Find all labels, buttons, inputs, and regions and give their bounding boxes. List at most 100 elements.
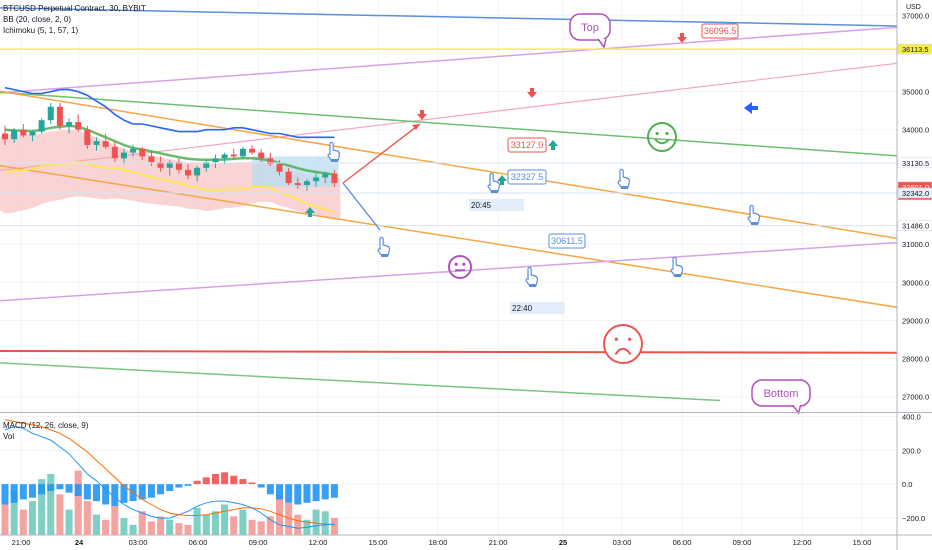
callout-text: 32327.5 (511, 172, 544, 182)
hand-shape (747, 204, 761, 224)
trend-line (0, 58, 932, 172)
candle-body (102, 141, 109, 147)
time-tick-label: 24 (75, 538, 84, 547)
candle-body (203, 162, 210, 168)
volume-bar (266, 516, 274, 535)
candle-body (212, 158, 219, 163)
candle-body (331, 173, 338, 184)
trend-line (0, 362, 721, 402)
bubble-shape (569, 13, 611, 41)
macd-histogram-bar (38, 484, 46, 495)
projection-line (342, 123, 421, 184)
volume-bar (239, 509, 247, 535)
price-callout: 32327.5 (507, 169, 547, 185)
candle-body (120, 152, 127, 159)
candle-body (276, 164, 283, 172)
hand-cuff (381, 254, 388, 257)
price-axis-bg (897, 0, 932, 550)
macd-histogram-bar (321, 484, 329, 500)
price-tick-label: 28000.0 (902, 355, 929, 364)
candle-body (20, 129, 27, 136)
macd-histogram-bar (166, 484, 174, 491)
macd-histogram-bar (47, 484, 55, 491)
price-tick-label: 34000.0 (902, 126, 929, 135)
macd-histogram-bar (184, 484, 192, 486)
macd-histogram-bar (83, 484, 91, 500)
price-badge-label: 32342.0 (902, 189, 929, 198)
macd-histogram-bar (193, 480, 201, 485)
macd-histogram-bar (138, 484, 146, 500)
hand-shape (525, 266, 539, 286)
hand-cuff (621, 186, 628, 189)
price-badge-box (897, 220, 932, 231)
volume-bar (19, 509, 27, 535)
macd-histogram-bar (294, 484, 302, 505)
time-tick-label: 15:00 (369, 538, 388, 547)
volume-bar (193, 507, 201, 535)
volume-bar (56, 494, 64, 535)
time-tick-label: 18:00 (429, 538, 448, 547)
pointing-hand-icon (670, 256, 684, 277)
macd-histogram-bar (266, 484, 274, 495)
candle-body (47, 106, 54, 121)
macd-histogram-bar (257, 484, 265, 488)
callout-text: 30611.5 (551, 236, 583, 246)
time-tick-label: 03:00 (613, 538, 632, 547)
price-badge-label: 31486.0 (902, 222, 929, 231)
volume-bar (294, 514, 302, 535)
trend-line (0, 164, 932, 314)
volume-bar (202, 514, 210, 535)
candle-body (294, 183, 301, 186)
time-tick-label: 03:00 (129, 538, 148, 547)
macd-histogram-bar (10, 484, 18, 503)
legend-bb: BB (20, close, 2, 0) (3, 15, 72, 24)
volume-bar (47, 474, 55, 535)
up-arrow-icon (497, 175, 507, 185)
hand-cuff (674, 274, 681, 277)
time-label-text: 22:40 (512, 304, 533, 313)
candle-body (29, 131, 36, 136)
macd-histogram-bar (202, 477, 210, 485)
speech-bubble: Bottom (751, 379, 811, 415)
candle-body (93, 141, 100, 145)
callout-text: 36096.5 (704, 26, 737, 36)
macd-histogram-bar (1, 484, 9, 505)
time-range-label: 22:40 (510, 302, 565, 314)
speech-bubble: Top (569, 13, 611, 49)
bb-upper-line (4, 86, 335, 139)
time-tick-label: 09:00 (733, 538, 752, 547)
callout-box (548, 233, 586, 249)
volume-bar (330, 518, 338, 535)
hand-shape (327, 141, 341, 161)
macd-line (4, 426, 335, 529)
volume-bar (93, 514, 100, 535)
face-mouth (654, 138, 670, 145)
price-badge-box (897, 43, 932, 55)
hand-shape (377, 236, 391, 256)
legend-ichimoku: Ichimoku (5, 1, 57, 1) (3, 26, 79, 35)
pointing-hand-icon (377, 236, 391, 257)
volume-bar (211, 511, 219, 535)
candle-body (322, 173, 329, 178)
candle-body (175, 162, 182, 170)
callout-box (701, 23, 739, 39)
macd-histogram-bar (276, 484, 283, 500)
candle-body (313, 177, 320, 182)
pointing-hand-icon (747, 204, 761, 225)
time-label-box (469, 199, 524, 211)
candle-body (139, 148, 146, 157)
macd-tick-label: 400.0 (902, 412, 921, 421)
face-eye (628, 337, 632, 341)
bubble-text: Top (581, 22, 599, 34)
candle-body (166, 162, 173, 168)
candle-body (157, 162, 164, 168)
volume-bar (102, 519, 110, 535)
candle-body (249, 148, 256, 153)
volume-bar (312, 509, 320, 535)
macd-histogram-bar (147, 484, 155, 498)
price-tick-label: 35000.0 (902, 88, 929, 97)
macd-histogram-bar (74, 484, 82, 497)
price-tick-label: 29000.0 (902, 316, 929, 325)
